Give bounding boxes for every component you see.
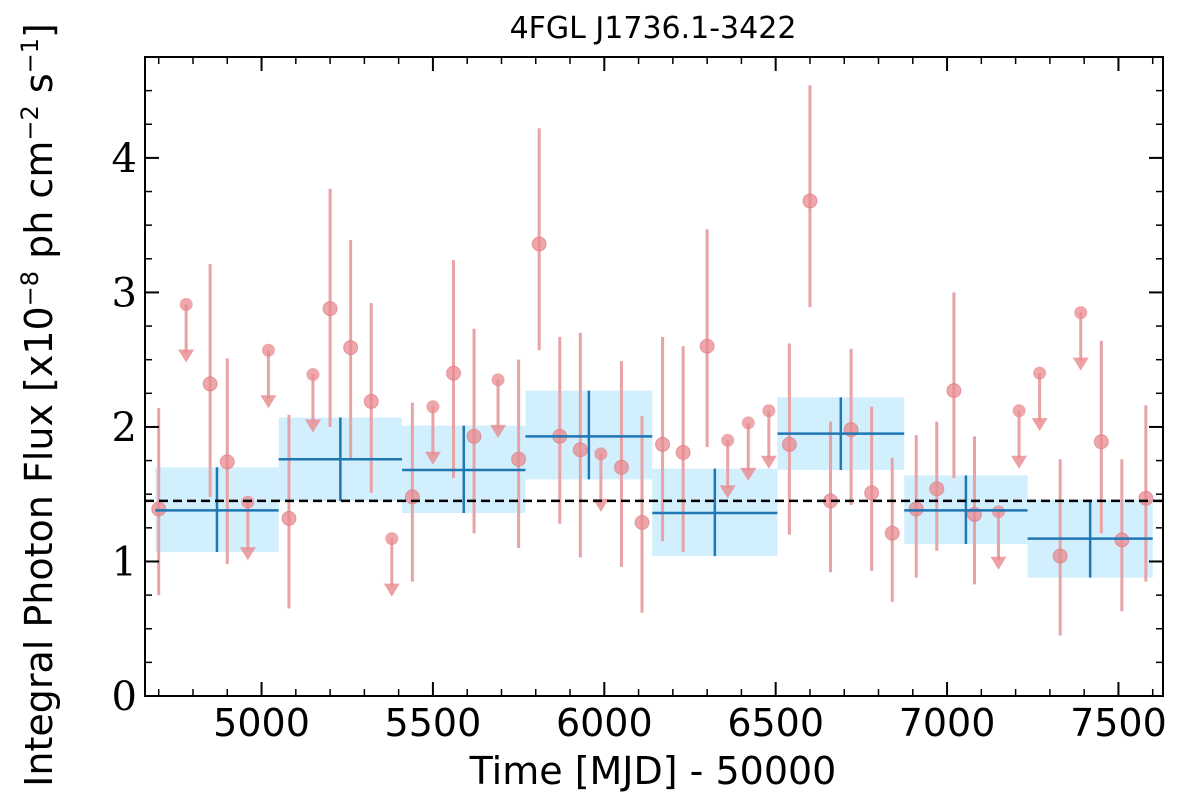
upper-limit-point-4	[385, 532, 399, 546]
upper-limit-arrow-13	[1031, 418, 1048, 432]
upper-limit-point-8	[721, 433, 735, 447]
upper-limit-point-0	[179, 298, 193, 312]
y-tick-label-3: 3	[112, 270, 137, 316]
y-tick-label-2: 2	[112, 405, 137, 451]
detection-point-29	[1052, 548, 1068, 564]
plot-frame	[144, 56, 1164, 697]
detection-point-30	[1093, 434, 1109, 450]
upper-limit-point-5	[426, 400, 440, 414]
plot-area	[145, 85, 1163, 636]
detection-point-16	[655, 436, 671, 452]
detection-point-24	[884, 525, 900, 541]
detection-point-10	[511, 451, 527, 467]
upper-limit-point-12	[1012, 404, 1026, 418]
y-axis-label-end: ]	[17, 23, 61, 38]
y-tick-label-4: 4	[112, 136, 137, 182]
upper-limit-arrow-8	[719, 485, 736, 499]
y-axis-label-main: Integral Photon Flux [x10	[17, 306, 61, 787]
detection-point-23	[864, 485, 880, 501]
upper-limit-point-6	[491, 373, 505, 387]
y-tick-label-0: 0	[112, 674, 137, 720]
detection-point-6	[363, 393, 379, 409]
detection-point-4	[322, 301, 338, 317]
detection-point-9	[466, 428, 482, 444]
x-tick-label-5: 7500	[1070, 701, 1167, 745]
upper-limit-arrow-5	[424, 451, 441, 465]
upper-limit-point-3	[306, 367, 320, 381]
detection-point-3	[281, 510, 297, 526]
detection-point-5	[343, 340, 359, 356]
x-axis-label: Time [MJD] - 50000	[469, 749, 837, 793]
upper-limit-point-9	[741, 416, 755, 430]
detection-point-13	[572, 442, 588, 458]
upper-limit-point-13	[1033, 366, 1047, 380]
upper-limit-point-11	[991, 505, 1005, 519]
upper-limit-arrow-14	[1072, 357, 1089, 371]
y-axis-label-exp-1: −8	[16, 271, 44, 306]
x-tick-label-3: 6500	[727, 701, 824, 745]
upper-limit-arrow-6	[490, 424, 507, 438]
y-axis-label-mid-2: s	[17, 73, 61, 105]
detection-point-26	[929, 481, 945, 497]
detection-point-15	[634, 514, 650, 530]
upper-limit-arrow-0	[178, 349, 195, 363]
y-axis-label: Integral Photon Flux [x10−8 ph cm−2 s−1]	[16, 23, 61, 787]
upper-limit-point-2	[261, 343, 275, 357]
detection-point-2	[219, 454, 235, 470]
detection-point-25	[908, 501, 924, 517]
upper-limit-arrow-1	[239, 547, 256, 561]
detection-point-18	[699, 338, 715, 354]
y-axis-label-exp-2: −2	[16, 105, 44, 140]
detection-point-31	[1114, 532, 1130, 548]
upper-limit-point-10	[762, 404, 776, 418]
detection-point-0	[151, 501, 167, 517]
detection-point-11	[531, 236, 547, 252]
upper-limit-arrow-11	[990, 556, 1007, 570]
upper-limit-point-7	[594, 447, 608, 461]
detection-point-19	[781, 436, 797, 452]
detection-point-32	[1138, 490, 1154, 506]
upper-limit-arrow-9	[740, 467, 757, 481]
detection-point-8	[445, 365, 461, 381]
y-axis-label-exp-3: −1	[16, 38, 44, 73]
detection-point-17	[675, 445, 691, 461]
x-tick-label-0: 5000	[213, 701, 310, 745]
detection-point-1	[202, 376, 218, 392]
detection-point-14	[613, 459, 629, 475]
x-tick-label-4: 7000	[899, 701, 996, 745]
axes: 5000 5500 6000 6500 7000 7500 0 1 2 3 4	[112, 56, 1167, 745]
upper-limit-arrow-10	[760, 455, 777, 469]
chart-title: 4FGL J1736.1-3422	[510, 11, 797, 46]
x-tick-label-2: 6000	[556, 701, 653, 745]
y-axis-label-mid-1: ph cm	[17, 141, 61, 271]
upper-limit-point-1	[241, 495, 255, 509]
upper-limit-arrow-4	[383, 583, 400, 597]
upper-limit-arrow-3	[304, 419, 321, 433]
upper-limit-arrow-12	[1011, 455, 1028, 469]
x-tick-label-1: 5500	[385, 701, 482, 745]
y-tick-label-1: 1	[112, 539, 137, 585]
detection-point-27	[946, 383, 962, 399]
upper-limit-arrow-2	[260, 395, 277, 409]
upper-limit-point-14	[1074, 306, 1088, 320]
detection-point-20	[802, 193, 818, 209]
